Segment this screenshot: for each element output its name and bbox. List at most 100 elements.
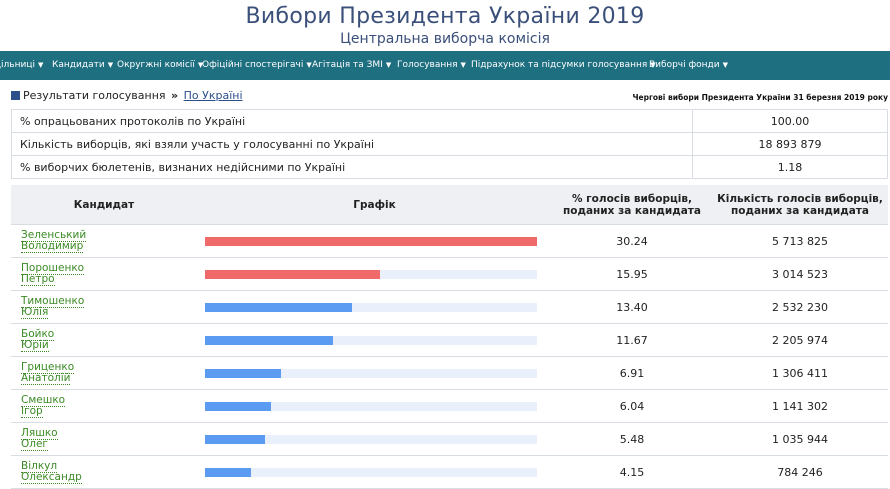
vote-percent: 11.67 [552,323,712,357]
vote-share-bar [205,236,537,246]
bar-track [205,467,537,477]
breadcrumb: Результати голосування » По Україні [11,89,243,102]
candidate-given-name-link[interactable]: Володимир [21,240,84,253]
breadcrumb-separator: » [171,89,179,102]
bar-track [205,302,537,312]
caret-down-icon: ▼ [385,61,392,69]
vote-percent: 5.48 [552,422,712,456]
summary-label: % виборчих бюлетенів, визнаних недійсним… [11,155,693,179]
nav-item-voting[interactable]: Голосування ▼ [397,51,466,80]
candidate-given-name-link[interactable]: Анатолій [21,372,71,385]
vote-share-bar [205,434,266,444]
candidate-cell: Ляшко Олег [11,422,197,456]
vote-percent: 13.40 [552,290,712,324]
page-title: Вибори Президента України 2019 [245,4,645,29]
graph-cell [197,356,552,390]
vote-percent: 6.04 [552,389,712,423]
candidate-surname-link[interactable]: Порошенко [21,262,85,275]
header-votes: Кількість голосів виборців, поданих за к… [712,185,888,225]
vote-count: 784 246 [712,455,888,489]
vote-share-bar [205,302,353,312]
nav-item-agitation[interactable]: Агітація та ЗМІ ▼ [312,51,391,80]
vote-percent: 4.15 [552,455,712,489]
summary-value: 100.00 [692,109,888,133]
nav-item-funds[interactable]: Виборчі фонди ▼ [649,51,728,80]
graph-cell [197,422,552,456]
summary-table: % опрацьованих протоколів по Україні 100… [11,109,888,179]
candidate-cell: Вілкул Олександр [11,455,197,489]
nav-item-candidates[interactable]: Кандидати ▼ [52,51,113,80]
nav-label: Підрахунок та підсумки голосування [471,60,648,70]
candidate-given-name-link[interactable]: Юрій [21,339,49,352]
summary-value: 1.18 [692,155,888,179]
results-body: Зеленський Володимир 30.24 5 713 825 Порошен… [11,224,888,489]
nav-item-observers[interactable]: Офіційні спостерігачі ▼ [202,51,312,80]
vote-share-bar [205,467,251,477]
vote-share-bar [205,335,334,345]
vote-share-bar [205,368,281,378]
candidate-given-name-link[interactable]: Олег [21,438,48,451]
vote-percent: 30.24 [552,224,712,258]
caret-down-icon: ▼ [197,61,204,69]
candidate-surname-link[interactable]: Ляшко [21,427,58,440]
graph-cell [197,323,552,357]
candidate-given-name-link[interactable]: Юлія [21,306,49,319]
square-bullet-icon [11,91,20,100]
table-row: Вілкул Олександр 4.15 784 246 [11,455,888,489]
summary-row: Кількість виборців, які взяли участь у г… [11,132,888,156]
nav-label: Виборчі фонди [649,60,720,70]
candidate-surname-link[interactable]: Бойко [21,328,55,341]
vote-share-bar [205,269,381,279]
table-row: Бойко Юрій 11.67 2 205 974 [11,323,888,357]
table-row: Зеленський Володимир 30.24 5 713 825 [11,224,888,258]
nav-label: Голосування [397,60,458,70]
vote-percent: 6.91 [552,356,712,390]
bar-track [205,335,537,345]
results-table: Кандидат Графік % голосів виборців, пода… [11,185,888,489]
candidate-given-name-link[interactable]: Олександр [21,471,82,484]
vote-count: 5 713 825 [712,224,888,258]
header-graph: Графік [197,185,552,225]
caret-down-icon: ▼ [107,61,114,69]
graph-cell [197,224,552,258]
caret-down-icon: ▼ [460,61,466,69]
summary-value: 18 893 879 [692,132,888,156]
nav-item-results[interactable]: Підрахунок та підсумки голосування ▼ [471,51,656,80]
nav-label: Кандидати [52,60,105,70]
vote-count: 1 141 302 [712,389,888,423]
graph-cell [197,389,552,423]
bar-track [205,368,537,378]
bar-track [205,269,537,279]
candidate-surname-link[interactable]: Смешко [21,394,66,407]
summary-label: % опрацьованих протоколів по Україні [11,109,693,133]
nav-item-commissions[interactable]: Округжні комісії ▼ [117,51,203,80]
candidate-cell: Зеленський Володимир [11,224,197,258]
candidate-surname-link[interactable]: Вілкул [21,460,58,473]
main-navbar: Дільниці▼ Кандидати▼ Округжні комісії▼ О… [0,51,890,80]
nav-item-districts[interactable]: Дільниці▼ [0,51,43,80]
table-row: Гриценко Анатолій 6.91 1 306 411 [11,356,888,390]
nav-label: Агітація та ЗМІ [312,60,383,70]
candidate-surname-link[interactable]: Гриценко [21,361,75,374]
header-percent: % голосів виборців, поданих за кандидата [552,185,712,225]
candidate-given-name-link[interactable]: Ігор [21,405,43,418]
breadcrumb-link-ukraine[interactable]: По Україні [183,89,243,102]
table-row: Тимошенко Юлія 13.40 2 532 230 [11,290,888,324]
table-row: Ляшко Олег 5.48 1 035 944 [11,422,888,456]
vote-percent: 15.95 [552,257,712,291]
candidate-surname-link[interactable]: Тимошенко [21,295,85,308]
summary-label: Кількість виборців, які взяли участь у г… [11,132,693,156]
nav-label: Офіційні спостерігачі [202,60,304,70]
summary-row: % виборчих бюлетенів, визнаних недійсним… [11,155,888,179]
candidate-cell: Тимошенко Юлія [11,290,197,324]
election-label: Чергові вибори Президента України 31 бер… [632,93,888,102]
table-row: Смешко Ігор 6.04 1 141 302 [11,389,888,423]
candidate-surname-link[interactable]: Зеленський [21,229,87,242]
candidate-cell: Порошенко Петро [11,257,197,291]
candidate-cell: Бойко Юрій [11,323,197,357]
candidate-given-name-link[interactable]: Петро [21,273,55,286]
caret-down-icon: ▼ [37,61,44,69]
vote-count: 1 306 411 [712,356,888,390]
summary-row: % опрацьованих протоколів по Україні 100… [11,109,888,133]
nav-label: Округжні комісії [117,60,195,70]
